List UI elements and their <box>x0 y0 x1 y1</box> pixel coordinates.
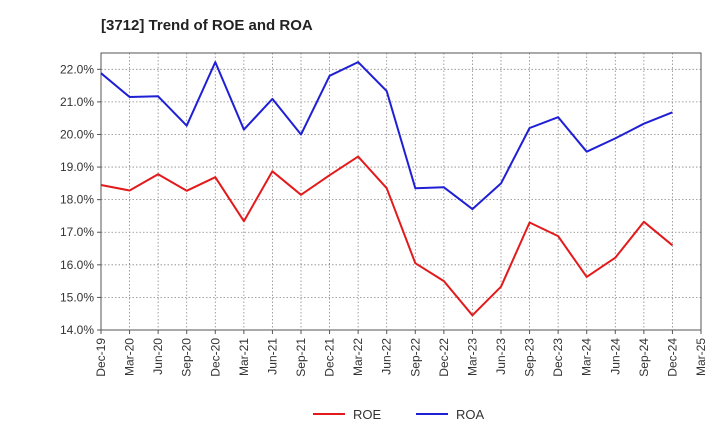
series-line-roa <box>100 61 673 211</box>
y-tick-label: 17.0% <box>60 225 94 239</box>
x-tick-label: Sep-23 <box>523 338 537 377</box>
x-tick-label: Jun-20 <box>151 338 165 375</box>
legend-label-roa: ROA <box>456 407 485 422</box>
y-axis: 14.0% 15.0% 16.0% 17.0% 18.0% 19.0% 20.0% 21.0%… <box>60 62 101 337</box>
y-tick-label: 14.0% <box>60 323 94 337</box>
y-tick-label: 22.0% <box>60 62 94 76</box>
grid-lines <box>100 53 702 331</box>
legend-label-roe: ROE <box>353 407 382 422</box>
y-tick-label: 15.0% <box>60 290 94 304</box>
plot-area <box>100 52 702 331</box>
x-tick-label: Jun-23 <box>494 338 508 375</box>
x-axis: Dec-19 Mar-20 Jun-20 Sep-20 Dec-20 Mar-21 Jun-… <box>94 330 708 377</box>
x-tick-label: Mar-25 <box>694 338 708 376</box>
x-tick-label: Mar-22 <box>351 338 365 376</box>
chart-title: [3712] Trend of ROE and ROA <box>101 17 313 34</box>
x-tick-label: Dec-24 <box>665 338 679 377</box>
series-lines <box>100 61 674 317</box>
x-tick-label: Mar-20 <box>123 338 137 376</box>
x-tick-label: Mar-23 <box>465 338 479 376</box>
x-tick-label: Dec-23 <box>551 338 565 377</box>
y-tick-label: 19.0% <box>60 160 94 174</box>
x-tick-label: Jun-21 <box>265 338 279 375</box>
x-tick-label: Dec-19 <box>94 338 108 377</box>
y-tick-label: 18.0% <box>60 193 94 207</box>
y-tick-label: 20.0% <box>60 127 94 141</box>
series-line-roe <box>100 155 674 317</box>
y-tick-label: 21.0% <box>60 95 94 109</box>
x-tick-label: Sep-20 <box>180 338 194 377</box>
x-tick-label: Dec-20 <box>208 338 222 377</box>
x-tick-label: Mar-24 <box>580 338 594 376</box>
x-tick-label: Sep-22 <box>408 338 422 377</box>
x-tick-label: Sep-24 <box>637 338 651 377</box>
x-tick-label: Dec-22 <box>437 338 451 377</box>
x-tick-label: Dec-21 <box>323 338 337 377</box>
x-tick-label: Jun-22 <box>380 338 394 375</box>
x-tick-label: Sep-21 <box>294 338 308 377</box>
x-tick-label: Jun-24 <box>608 338 622 375</box>
y-tick-label: 16.0% <box>60 258 94 272</box>
legend: ROE ROA <box>313 407 485 422</box>
x-tick-label: Mar-21 <box>237 338 251 376</box>
